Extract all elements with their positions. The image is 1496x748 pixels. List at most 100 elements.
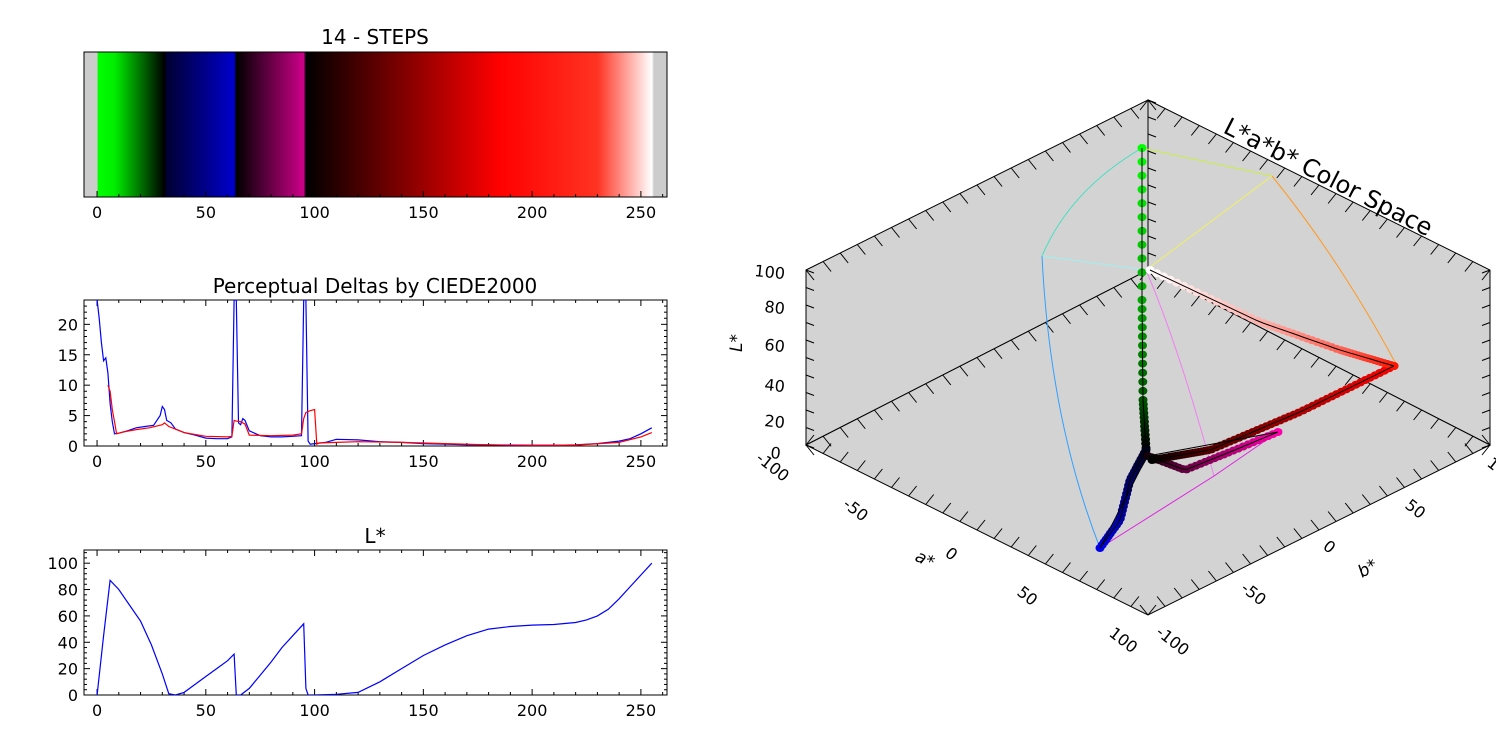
lab3d-tick-inner-a <box>856 418 866 430</box>
lab3d-tick-inner-l <box>1147 218 1157 223</box>
lab3d-tick-floor-left <box>925 494 935 505</box>
lab3d-tick-floor-left <box>908 485 917 497</box>
deltas-ytick-label-15: 15 <box>58 346 78 365</box>
lstar-xtick-label-100: 100 <box>299 701 330 720</box>
lab3d-tick-top-left <box>1045 150 1054 162</box>
lab3d-tick-floor-right <box>1327 511 1337 522</box>
deltas-series <box>96 300 653 446</box>
colorbar-xtick-label-250: 250 <box>626 203 657 222</box>
lab3d-tick-l-right <box>1481 392 1491 396</box>
lab3d-l-tick-labels: 0 20 40 60 80 100 <box>754 261 786 463</box>
colorbar-panel: 14 - STEPS 0 50 100 150 200 250 <box>83 25 668 222</box>
deltas-xtick-label-100: 100 <box>299 452 330 471</box>
lab3d-tick-inner-b <box>1276 339 1286 351</box>
lab3d-tick-floor-left <box>891 477 900 488</box>
lab3d-tick-top-right <box>1310 184 1320 196</box>
lab3d-tick-floor-left <box>1113 587 1123 599</box>
lab3d-tick-inner-a <box>839 427 849 438</box>
lab3d-tick-top-right <box>1190 125 1200 136</box>
lab3d-tick-floor-left <box>959 511 969 522</box>
deltas-title: Perceptual Deltas by CIEDE2000 <box>213 274 538 298</box>
deltas-ytick-label-5: 5 <box>68 407 78 426</box>
lab3d-b-tick-0: 0 <box>1320 536 1340 557</box>
lab3d-tick-top-left <box>891 227 900 238</box>
lab3d-tick-top-right <box>1361 210 1371 221</box>
lab3d-a-tick-0: 0 <box>942 543 962 564</box>
lab3d-tick-floor-left <box>976 519 986 531</box>
lab3d-panel: L*a*b* Color Space L* a* b* 0 20 40 60 8… <box>727 99 1496 660</box>
lab3d-tick-top-left <box>856 244 866 255</box>
lab3d-tick-floor-right <box>1242 553 1251 565</box>
lab3d-tick-l-right <box>1481 287 1491 291</box>
lab3d-tick-floor-left <box>993 528 1003 539</box>
lab3d-tick-l-right <box>1481 339 1491 344</box>
lab3d-tick-inner-a <box>976 357 986 368</box>
lab3d-tick-top-left <box>839 252 849 264</box>
deltas-ytick-label-20: 20 <box>58 315 78 334</box>
lab3d-path-link <box>1099 431 1279 549</box>
lab3d-a-tick-m100: -100 <box>753 448 793 485</box>
lab3d-tick-l-right <box>1481 374 1491 379</box>
lab3d-tick-floor-left <box>1045 553 1054 565</box>
lab3d-b-tick-m50: -50 <box>1238 578 1270 609</box>
lab3d-tick-inner-l <box>1147 184 1157 189</box>
lab3d-tick-inner-l <box>1147 201 1157 206</box>
lab3d-tick-floor-right <box>1413 468 1422 480</box>
lab3d-tick-floor-left <box>856 460 866 471</box>
lab3d-tick-floor-left <box>1027 545 1037 556</box>
lab3d-tick-inner-b <box>1447 427 1457 438</box>
lab3d-tick-top-left <box>1130 108 1140 119</box>
lstar-xtick-label-200: 200 <box>517 701 548 720</box>
lstar-xtick-label-50: 50 <box>196 701 216 720</box>
lab3d-tick-top-right <box>1464 261 1474 272</box>
lab3d-b-tick-50: 50 <box>1402 495 1430 523</box>
lab3d-tick-inner-a <box>891 400 900 412</box>
lab3d-tick-top-left <box>874 235 883 247</box>
lab3d-tick-floor-right <box>1379 485 1388 497</box>
lab3d-tick-inner-b <box>1242 322 1251 333</box>
lstar-panel: L* 0 50 100 150 200 250 0 20 40 60 80 100 <box>47 524 668 720</box>
lab3d-tick-inner-a <box>1027 330 1037 342</box>
deltas-ytick-label-10: 10 <box>58 376 78 395</box>
lab3d-tick-l-right <box>1481 427 1491 431</box>
lab3d-tick-l-left <box>805 427 815 431</box>
lab3d-tick-floor-right <box>1259 545 1269 556</box>
lab3d-tick-inner-a <box>1062 313 1071 325</box>
colorbar-xtick-label-0: 0 <box>92 203 102 222</box>
lab3d-tick-l-right <box>1481 409 1491 414</box>
lab3d-tick-floor-left <box>805 434 815 446</box>
lab3d-tick-top-left <box>1027 159 1037 170</box>
lab3d-tick-inner-b <box>1413 409 1422 421</box>
lab3d-tick-top-right <box>1293 176 1303 187</box>
lab3d-tick-top-right <box>1173 116 1183 128</box>
gamut-edge-yellow <box>1145 175 1273 271</box>
lab3d-tick-l-left <box>805 444 815 449</box>
lab3d-tick-l-left <box>805 287 815 291</box>
deltas-panel: Perceptual Deltas by CIEDE2000 0 50 100 150… <box>58 274 668 471</box>
lab3d-tick-floor-left <box>1010 536 1020 548</box>
lab3d-tick-inner-a <box>1010 339 1020 351</box>
lab3d-path-segment <box>1147 431 1279 470</box>
lab3d-tick-top-left <box>822 261 832 272</box>
lab3d-tick-inner-b <box>1310 357 1320 368</box>
lab3d-tick-l-right <box>1481 357 1491 361</box>
lab3d-tick-top-left <box>993 176 1003 187</box>
lab3d-tick-top-left <box>1079 133 1088 145</box>
lab3d-b-axis-label: b* <box>1355 555 1382 582</box>
lstar-ytick-label-80: 80 <box>58 581 78 600</box>
colorbar-xtick-label-150: 150 <box>408 203 439 222</box>
lab3d-tick-l-left <box>805 392 815 396</box>
lab3d-tick-inner-b <box>1396 400 1405 412</box>
lstar-xtick-label-0: 0 <box>92 701 102 720</box>
lstar-title: L* <box>364 524 385 548</box>
lab3d-l-axis-label: L* <box>727 334 747 352</box>
lab3d-a-tick-m50: -50 <box>840 494 872 525</box>
lab3d-tick-floor-right <box>1208 570 1217 582</box>
lab3d-tick-l-left <box>805 357 815 361</box>
gamut-edge-cyan <box>1041 147 1143 257</box>
lab3d-tick-l-right <box>1481 444 1491 449</box>
lab3d-tick-top-right <box>1225 142 1234 153</box>
deltas-xtick-label-50: 50 <box>196 452 216 471</box>
deltas-axes: 0 50 100 150 200 250 0 5 10 15 20 <box>58 299 667 471</box>
